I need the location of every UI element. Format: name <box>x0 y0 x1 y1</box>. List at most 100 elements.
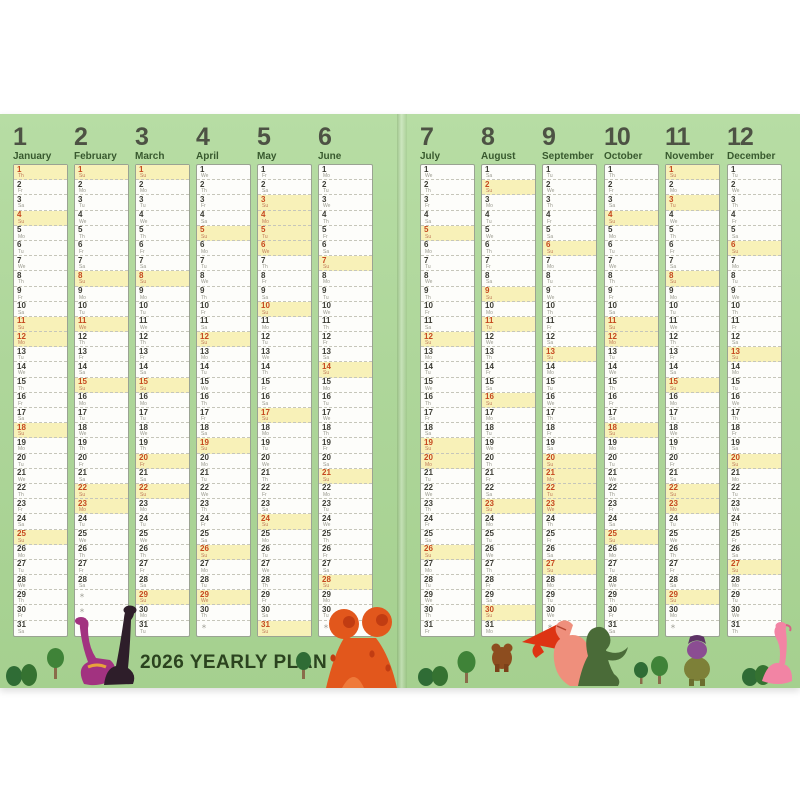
day-number: 12 <box>546 331 555 341</box>
day-of-week-label: Tu <box>547 385 553 392</box>
day-of-week-label: Su <box>486 613 493 620</box>
day-number: 7 <box>322 255 327 265</box>
day-cell: 18 Sa <box>421 423 474 439</box>
day-number: 3 <box>546 194 551 204</box>
day-of-week-label: Mo <box>18 552 25 559</box>
day-number: 29 <box>731 589 740 599</box>
day-cell: 10 Sa <box>605 302 658 317</box>
day-number: 27 <box>731 559 740 569</box>
day-cell: 23 We <box>728 499 781 515</box>
day-cell: 23 Fr <box>605 499 658 515</box>
day-cell: 6 Mo <box>197 241 250 257</box>
day-number: 21 <box>731 468 740 478</box>
day-number: 21 <box>669 468 678 478</box>
day-of-week-label: Sa <box>547 552 554 559</box>
day-number: 28 <box>261 574 270 584</box>
day-cell: 13 Fr <box>75 347 128 363</box>
day-of-week-label: Mo <box>732 264 739 271</box>
day-number: 5 <box>608 225 613 235</box>
day-of-week-label: Sa <box>670 583 677 590</box>
month-number: 9 <box>542 123 556 151</box>
day-number: 21 <box>139 468 148 478</box>
day-number: 30 <box>424 604 433 614</box>
day-number: 23 <box>546 498 555 508</box>
day-of-week-label: Su <box>262 628 269 635</box>
day-of-week-label: Tu <box>262 340 268 347</box>
day-cell: 2 Fr <box>605 180 658 196</box>
day-cell: 2 Th <box>197 180 250 196</box>
day-of-week-label: Th <box>201 400 207 407</box>
day-number: 9 <box>731 286 736 295</box>
day-cell: 24 Fr <box>197 514 250 530</box>
day-number: 4 <box>261 210 266 220</box>
day-cell: 21 We <box>14 469 67 484</box>
month-grid: 1 Th 2 Fr 3 Sa 4 Su 5 Mo 6 Tu 7 We 8 Th 9 Fr 10 Sa 11 Su 12 Mo 1… <box>604 164 659 637</box>
day-number: 7 <box>200 255 205 265</box>
day-of-week-label: Fr <box>201 203 206 210</box>
day-number: 2 <box>669 179 674 189</box>
green-dinosaur <box>578 626 628 686</box>
day-of-week-label: We <box>547 188 555 195</box>
day-of-week-label: Su <box>670 173 677 179</box>
day-of-week-label: We <box>670 431 678 438</box>
day-of-week-label: Tu <box>609 461 615 468</box>
day-of-week-label: Su <box>18 537 25 544</box>
day-of-week-label: Mo <box>609 340 616 347</box>
month-name: August <box>481 151 516 162</box>
day-cell: 7 Mo <box>543 256 596 272</box>
day-of-week-label: Su <box>486 188 493 195</box>
day-of-week-label: Sa <box>732 340 739 347</box>
day-number: 12 <box>200 331 209 341</box>
day-cell: 13 We <box>258 347 311 363</box>
day-of-week-label: Mo <box>262 537 269 544</box>
day-number: 16 <box>78 392 87 402</box>
calendar-spread: 1 January 1 Th 2 Fr 3 Sa 4 Su 5 Mo 6 Tu 7 We 8 Th 9 Fr 10 Sa 1… <box>0 114 800 688</box>
day-cell: 14 Fr <box>482 362 535 378</box>
day-number: 30 <box>200 604 209 614</box>
day-of-week-label: Tu <box>18 567 24 574</box>
day-number: 13 <box>485 346 494 356</box>
day-cell: 8 We <box>421 271 474 287</box>
day-of-week-label: Th <box>18 173 24 179</box>
day-number: 25 <box>200 529 209 538</box>
day-of-week-label: We <box>79 537 87 544</box>
day-of-week-label: Sa <box>323 567 330 574</box>
day-of-week-label: Sa <box>486 279 493 286</box>
month-column-september: 9 September 1 Tu 2 We 3 Th 4 Fr 5 Sa 6 Su 7 Mo 8 Tu 9 We 10 T… <box>542 124 597 637</box>
day-number: 1 <box>17 164 22 174</box>
day-of-week-label: Tu <box>486 218 492 225</box>
day-number: 9 <box>669 286 674 295</box>
day-of-week-label: Su <box>201 446 208 453</box>
day-cell: 14 Mo <box>728 362 781 378</box>
day-number: 25 <box>485 529 494 538</box>
purple-sauropod <box>75 617 116 686</box>
day-number: 13 <box>322 346 331 356</box>
day-cell: 27 Tu <box>14 560 67 576</box>
day-of-week-label: Mo <box>262 324 269 331</box>
day-number: 20 <box>731 453 740 463</box>
day-of-week-label: Su <box>79 279 86 286</box>
day-number: 14 <box>608 361 617 371</box>
day-cell: 22 Su <box>136 483 189 500</box>
day-number: 5 <box>322 225 327 235</box>
day-of-week-label: Fr <box>670 248 675 255</box>
day-of-week-label: Sa <box>609 203 616 210</box>
day-number: 10 <box>485 301 494 311</box>
day-cell: 15 We <box>197 378 250 393</box>
day-of-week-label: Fr <box>547 218 552 225</box>
day-of-week-label: Mo <box>18 446 25 453</box>
day-number: 8 <box>322 270 327 280</box>
day-cell: 16 Mo <box>136 393 189 408</box>
day-of-week-label: Sa <box>140 476 147 483</box>
day-of-week-label: Th <box>262 370 268 377</box>
page-fold <box>397 114 407 688</box>
day-of-week-label: Th <box>425 400 431 407</box>
day-number: 29 <box>546 589 555 599</box>
day-of-week-label: Su <box>18 218 25 225</box>
empty-day-mark: ＊ <box>670 624 677 631</box>
day-of-week-label: Th <box>425 507 431 514</box>
day-of-week-label: We <box>323 522 331 529</box>
day-cell: 26 Mo <box>605 545 658 560</box>
day-cell: 4 Fr <box>728 211 781 226</box>
day-of-week-label: Th <box>732 522 738 529</box>
